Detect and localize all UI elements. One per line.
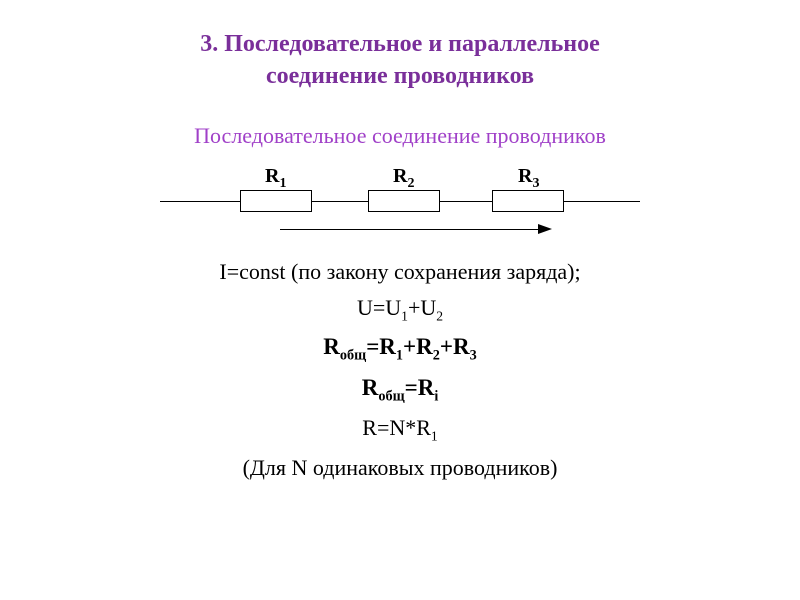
resistor-label: R1 — [265, 165, 286, 192]
slide-title-line1: 3. Последовательное и параллельное — [0, 28, 800, 60]
formula-line: I=const (по закону сохранения заряда); — [0, 259, 800, 285]
slide-title: 3. Последовательное и параллельное соеди… — [0, 0, 800, 93]
formula-line: R=N*R1 — [0, 415, 800, 444]
wire-segment — [312, 201, 368, 202]
series-circuit-diagram: R1 R2 R3 — [160, 165, 640, 245]
formula-line: Rобщ=Ri — [0, 375, 800, 406]
wire-segment — [564, 201, 640, 202]
current-arrow-line — [280, 229, 540, 230]
resistor-label: R2 — [393, 165, 414, 192]
wire-segment — [160, 201, 240, 202]
formula-line: U=U1+U2 — [0, 295, 800, 324]
slide-title-line2: соединение проводников — [0, 60, 800, 92]
current-arrow-head — [538, 224, 552, 234]
formulas-block: I=const (по закону сохранения заряда); U=… — [0, 259, 800, 481]
resistor — [240, 190, 312, 212]
formula-line: Rобщ=R1+R2+R3 — [0, 334, 800, 365]
slide-subtitle: Последовательное соединение проводников — [0, 123, 800, 149]
resistor — [368, 190, 440, 212]
resistor — [492, 190, 564, 212]
formula-line: (Для N одинаковых проводников) — [0, 455, 800, 481]
wire-segment — [440, 201, 492, 202]
resistor-label: R3 — [518, 165, 539, 192]
